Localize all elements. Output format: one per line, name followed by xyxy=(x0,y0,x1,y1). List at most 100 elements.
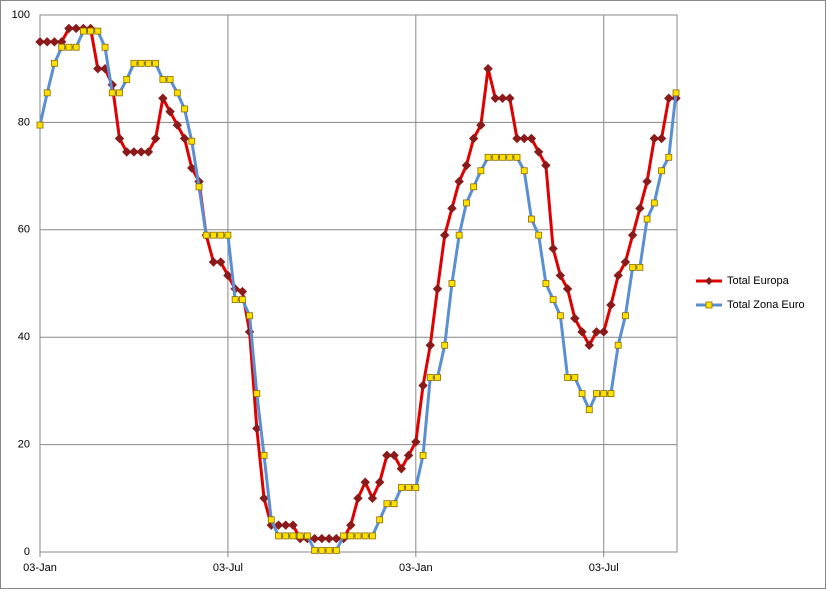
marker xyxy=(447,203,457,214)
marker xyxy=(311,546,319,554)
marker xyxy=(535,231,543,239)
marker xyxy=(577,327,587,337)
y-tick-label: 100 xyxy=(12,9,30,21)
marker xyxy=(483,63,493,74)
marker xyxy=(369,532,376,540)
marker xyxy=(513,153,521,161)
marker xyxy=(71,23,81,34)
marker xyxy=(405,484,412,491)
y-tick-label: 20 xyxy=(18,439,30,451)
marker xyxy=(506,153,514,161)
marker xyxy=(51,59,58,67)
marker xyxy=(223,270,233,281)
marker xyxy=(108,89,116,97)
marker xyxy=(425,340,435,350)
marker xyxy=(116,89,123,97)
marker xyxy=(143,147,154,157)
marker xyxy=(331,533,342,544)
marker xyxy=(317,533,327,544)
marker xyxy=(455,231,463,239)
marker xyxy=(181,105,188,113)
marker xyxy=(411,437,421,447)
marker xyxy=(188,137,196,145)
marker xyxy=(383,500,391,508)
marker xyxy=(152,59,160,67)
marker xyxy=(49,37,60,47)
marker xyxy=(440,230,450,240)
marker xyxy=(259,493,269,504)
marker xyxy=(664,93,674,103)
marker xyxy=(202,231,210,239)
marker xyxy=(136,147,146,157)
marker xyxy=(593,390,600,397)
marker xyxy=(158,93,168,103)
marker xyxy=(129,147,139,157)
marker xyxy=(468,133,479,144)
marker xyxy=(434,374,441,381)
marker xyxy=(137,59,145,67)
marker xyxy=(461,160,472,171)
marker xyxy=(43,89,51,97)
marker xyxy=(650,199,658,207)
marker xyxy=(346,520,356,530)
marker xyxy=(289,532,297,540)
marker xyxy=(448,280,456,287)
x-tick-label: 03-Jul xyxy=(589,562,619,574)
marker xyxy=(499,153,506,161)
marker xyxy=(390,500,398,508)
marker xyxy=(555,270,566,281)
marker xyxy=(72,43,80,51)
marker xyxy=(614,341,622,349)
marker xyxy=(173,89,181,97)
marker xyxy=(636,263,644,271)
marker xyxy=(93,63,103,74)
marker xyxy=(599,327,609,337)
marker xyxy=(267,516,275,524)
marker xyxy=(87,27,94,35)
marker xyxy=(79,27,87,35)
marker xyxy=(347,532,355,540)
marker xyxy=(643,215,651,223)
marker xyxy=(361,532,369,540)
marker xyxy=(210,231,217,239)
marker xyxy=(519,133,529,144)
marker xyxy=(367,493,378,504)
marker xyxy=(672,89,680,97)
marker xyxy=(354,532,362,540)
marker xyxy=(208,257,219,267)
marker xyxy=(273,520,284,530)
marker xyxy=(65,43,73,51)
marker xyxy=(282,532,290,540)
marker xyxy=(578,390,586,397)
legend-label: Total Europa xyxy=(727,275,790,287)
marker xyxy=(463,199,470,207)
marker xyxy=(556,312,564,320)
marker xyxy=(491,153,499,161)
marker xyxy=(542,280,550,287)
marker xyxy=(548,243,558,254)
x-tick-label: 03-Jan xyxy=(23,562,57,574)
marker xyxy=(217,231,225,239)
marker xyxy=(246,312,253,320)
marker xyxy=(238,296,246,304)
marker xyxy=(281,520,291,530)
marker xyxy=(570,313,580,324)
marker xyxy=(528,215,535,223)
marker xyxy=(426,374,434,381)
marker xyxy=(94,27,102,35)
marker xyxy=(533,147,544,157)
marker xyxy=(353,493,363,504)
marker xyxy=(332,546,340,554)
y-tick-label: 40 xyxy=(18,331,30,343)
marker xyxy=(36,121,44,129)
marker xyxy=(360,477,370,487)
marker xyxy=(172,120,183,130)
marker xyxy=(42,37,52,47)
x-tick-label: 03-Jan xyxy=(399,562,433,574)
marker xyxy=(505,93,515,103)
marker xyxy=(275,532,282,540)
marker xyxy=(165,106,175,117)
marker xyxy=(418,380,428,391)
